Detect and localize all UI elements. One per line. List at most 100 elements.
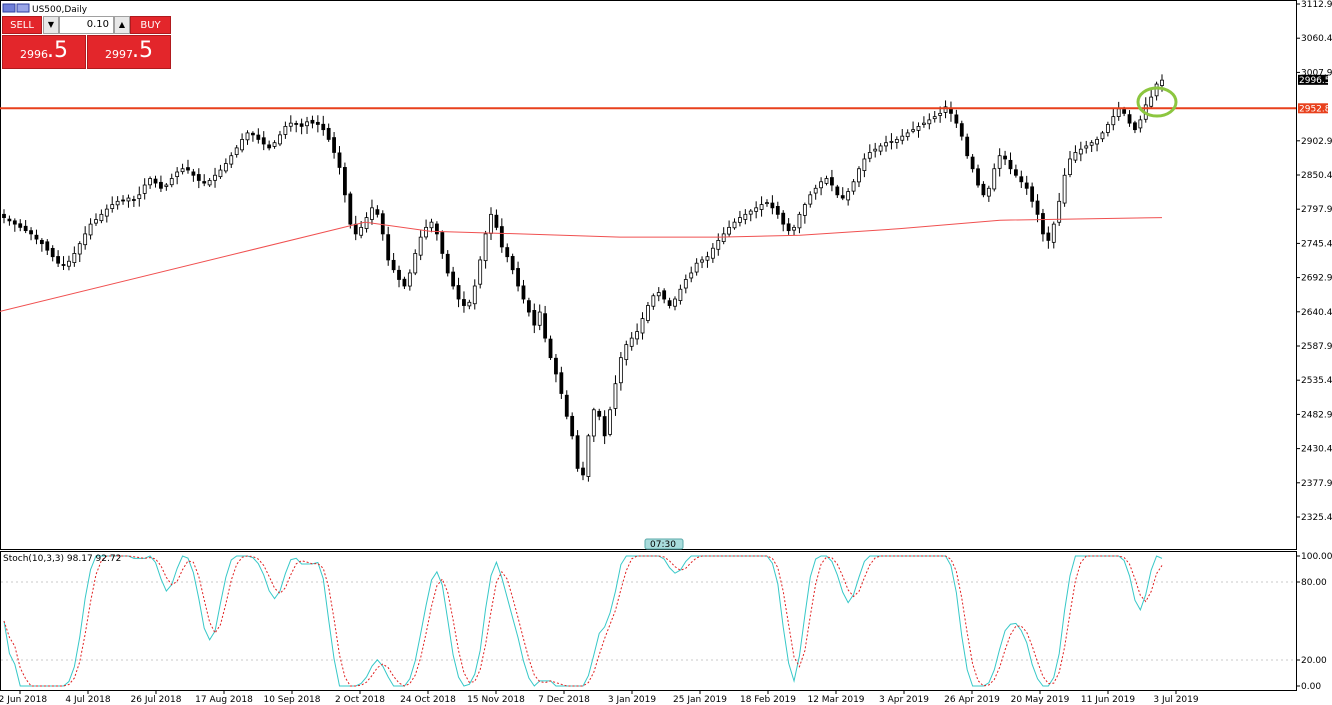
buy-price-main: 2997: [105, 48, 133, 61]
candle-body: [305, 121, 309, 127]
candle-body: [938, 112, 943, 116]
price-tick-label: 2745.4: [1301, 239, 1332, 249]
candle-body: [272, 142, 277, 147]
stoch-panel-frame: [0, 551, 1297, 691]
price-tick-label: 2587.9: [1301, 342, 1332, 352]
time-tick-label: 2 Oct 2018: [335, 695, 385, 705]
candle-body: [196, 174, 201, 181]
candle-body: [1111, 116, 1116, 126]
candle-body: [911, 129, 915, 132]
buy-price[interactable]: 2997 .5: [87, 35, 171, 69]
price-tick-label: 2850.4: [1301, 171, 1332, 181]
candle-body: [83, 233, 88, 246]
sell-button[interactable]: SELL: [2, 16, 42, 34]
candle-body: [986, 187, 991, 197]
time-tick-label: 11 Jun 2019: [1081, 695, 1135, 705]
volume-increase-button[interactable]: ▲: [114, 16, 130, 34]
candle-body: [483, 233, 488, 262]
candle-body: [223, 163, 228, 172]
candle-body: [808, 194, 813, 205]
candle-body: [673, 298, 677, 307]
candle-body: [965, 136, 970, 157]
candle-body: [846, 191, 851, 201]
support-price-tag: [1298, 103, 1328, 114]
volume-decrease-button[interactable]: ▼: [43, 16, 59, 34]
candle-body: [169, 178, 174, 186]
candle-body: [548, 338, 553, 359]
time-tick-label: 12 Jun 2018: [0, 695, 47, 705]
candle-body: [683, 279, 688, 289]
chart-type-icon[interactable]: [16, 3, 30, 13]
sell-price-fraction: .5: [47, 38, 68, 63]
candle-body: [624, 344, 629, 360]
candle-body: [884, 142, 888, 147]
candle-body: [943, 106, 948, 113]
candle-body: [18, 223, 23, 228]
candle-body: [153, 178, 158, 184]
candle-body: [121, 199, 125, 202]
candle-body: [256, 134, 261, 140]
candle-body: [234, 147, 239, 155]
candle-body: [516, 268, 520, 287]
candle-body: [99, 213, 104, 222]
stoch-main-line: [3, 555, 1163, 687]
candle-body: [321, 123, 326, 131]
candle-body: [380, 213, 385, 235]
price-tick-label: 2902.9: [1301, 137, 1332, 147]
candle-body: [343, 167, 347, 196]
current-price-tag: [1298, 74, 1328, 85]
candle-body: [353, 223, 358, 235]
candle-body: [429, 221, 434, 229]
candle-body: [12, 220, 17, 225]
candle-body: [1160, 79, 1164, 86]
price-tick-label: 2692.9: [1301, 274, 1332, 284]
candle-body: [337, 152, 342, 168]
candle-body: [949, 108, 953, 114]
price-tick-label: 2430.4: [1301, 445, 1332, 455]
candle-body: [981, 183, 986, 196]
candle-body: [7, 218, 12, 222]
buy-button[interactable]: BUY: [130, 16, 171, 34]
candle-body: [434, 223, 439, 235]
candle-body: [591, 409, 596, 437]
candle-body: [110, 204, 115, 209]
candle-body: [56, 256, 61, 264]
candle-body: [716, 240, 721, 250]
candle-body: [202, 181, 207, 184]
time-tick-label: 24 Oct 2018: [400, 695, 456, 705]
candle-body: [1089, 142, 1094, 146]
ma-line: [0, 217, 1163, 312]
candle-body: [1078, 148, 1083, 155]
time-tick-label: 18 Feb 2019: [740, 695, 796, 705]
chart-type-icon[interactable]: [2, 3, 16, 13]
price-axis: 3112.9 3060.4 3007.9 2902.9 2850.4 2797.9 2745…: [1296, 0, 1332, 523]
candle-body: [375, 209, 380, 215]
candle-body: [137, 194, 142, 200]
candle-body: [537, 311, 542, 326]
candle-body: [792, 226, 796, 231]
candle-body: [1095, 139, 1099, 145]
candle-body: [1013, 169, 1018, 176]
candle-body: [359, 226, 364, 236]
candle-body: [207, 180, 212, 186]
sell-price[interactable]: 2996 .5: [2, 35, 86, 69]
candle-body: [597, 410, 602, 417]
candle-body: [581, 467, 585, 476]
candle-body: [489, 213, 493, 234]
candle-body: [813, 187, 818, 194]
volume-input[interactable]: 0.10: [59, 16, 114, 34]
candle-body: [115, 200, 120, 206]
candle-body: [689, 272, 694, 279]
candle-body: [467, 301, 472, 307]
candle-body: [927, 119, 932, 125]
candle-body: [397, 269, 401, 280]
candle-body: [678, 288, 683, 301]
time-axis: 12 Jun 2018 4 Jul 2018 26 Jul 2018 17 Aug 2…: [0, 690, 1199, 705]
candle-body: [819, 181, 823, 189]
candle-body: [386, 234, 391, 261]
candle-body: [1046, 232, 1051, 241]
price-tick-label: 2325.4: [1301, 513, 1332, 523]
candle-body: [1019, 176, 1024, 183]
candle-body: [656, 292, 661, 297]
